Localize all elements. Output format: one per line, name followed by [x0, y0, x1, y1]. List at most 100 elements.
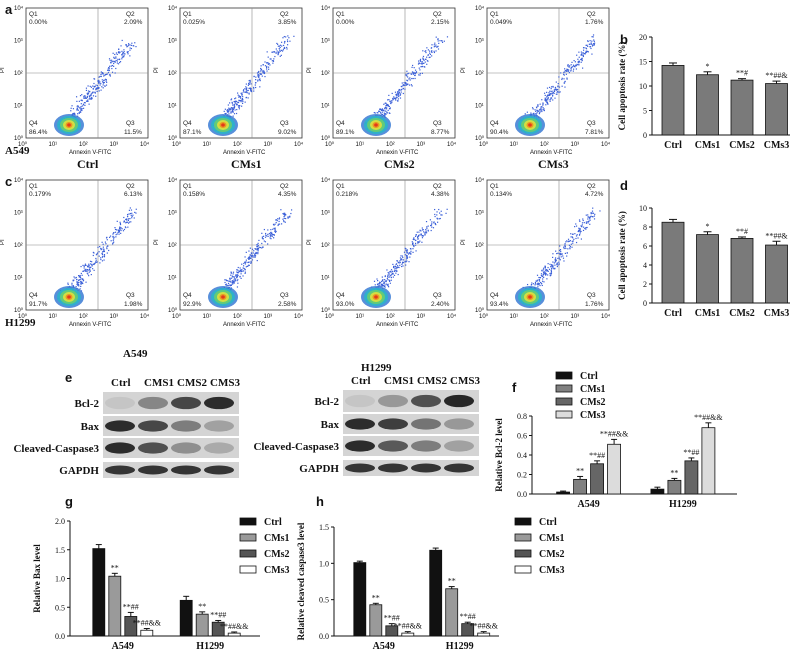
flow-event-dot [579, 227, 581, 230]
flow-event-dot [237, 105, 239, 107]
flow-event-dot [265, 68, 268, 70]
significance-label: **##&& [469, 622, 498, 631]
flow-event-dot [121, 228, 123, 230]
q4-value: 92.9% [183, 301, 202, 308]
flow-event-dot [233, 107, 235, 109]
flow-event-dot [119, 223, 122, 226]
flow-event-dot [544, 270, 547, 272]
flow-event-dot [437, 221, 439, 223]
flow-event-dot [235, 97, 237, 99]
flow-event-dot [129, 218, 131, 220]
flow-event-dot [543, 276, 545, 278]
flow-event-dot [108, 66, 110, 69]
flow-event-dot [89, 90, 91, 93]
flow-event-dot [117, 231, 119, 234]
flow-event-dot [284, 221, 286, 223]
flow-event-dot [85, 268, 87, 270]
flow-event-dot [112, 242, 114, 244]
flow-event-dot [266, 235, 268, 237]
flow-event-dot [82, 107, 85, 109]
flow-event-dot [412, 77, 414, 80]
flow-event-dot [85, 270, 87, 272]
flow-event-dot [98, 76, 100, 78]
flow-event-dot [284, 40, 286, 43]
flow-event-dot [83, 267, 85, 269]
legend-label: CMs2 [539, 549, 565, 560]
flow-event-dot [260, 73, 262, 76]
flow-event-dot [123, 49, 125, 51]
legend-label: CMs2 [580, 397, 606, 408]
x-tick-label: 10⁰ [479, 313, 489, 320]
flow-event-dot [76, 279, 78, 281]
flow-event-dot [571, 240, 573, 242]
flow-event-dot [582, 229, 585, 232]
flow-event-dot [231, 111, 233, 113]
flow-event-dot [243, 267, 245, 270]
flow-event-dot [77, 281, 79, 283]
flow-event-dot [73, 276, 75, 278]
flow-event-dot [256, 249, 258, 251]
flow-event-dot [279, 49, 281, 51]
y-tick-label: 0.0 [55, 632, 65, 641]
flow-event-dot [239, 267, 241, 269]
flow-event-dot [571, 233, 574, 235]
flow-event-dot [101, 73, 103, 75]
flow-event-dot [89, 260, 92, 262]
flow-event-dot [257, 80, 259, 82]
bar [684, 460, 699, 495]
flow-event-dot [536, 274, 539, 276]
flow-event-dot [128, 209, 131, 211]
flow-event-dot [135, 208, 137, 210]
x-tick-label: CMs1 [695, 140, 721, 151]
flow-event-dot [589, 219, 591, 221]
flow-event-dot [562, 73, 565, 75]
flow-event-dot [235, 274, 238, 276]
flow-event-dot [237, 269, 239, 271]
bar [477, 632, 491, 637]
flow-event-dot [376, 278, 378, 280]
legend-swatch [239, 533, 257, 542]
flow-event-dot [259, 79, 261, 81]
flow-event-dot [237, 272, 240, 274]
flow-event-dot [244, 261, 246, 263]
flow-event-dot [561, 85, 563, 87]
flow-event-dot [131, 42, 133, 44]
blot-protein-label: Bax [321, 419, 340, 431]
flow-event-dot [577, 230, 579, 233]
flow-event-dot [101, 251, 104, 253]
flow-event-dot [239, 269, 242, 271]
flow-event-dot [102, 82, 105, 84]
flow-event-dot [381, 280, 383, 283]
flow-event-dot [545, 100, 547, 102]
blot-band [138, 442, 168, 454]
flow-event-dot [559, 253, 561, 255]
flow-event-dot [541, 284, 543, 287]
flow-event-dot [86, 272, 88, 274]
flow-event-dot [105, 80, 107, 82]
flow-event-dot [80, 265, 82, 268]
flow-event-dot [112, 233, 114, 235]
flow-event-dot [566, 240, 568, 242]
flow-event-dot [91, 261, 93, 263]
flow-event-dot [530, 284, 532, 286]
y-tick-label: 10⁴ [168, 5, 178, 12]
flow-event-dot [256, 244, 259, 246]
x-tick-label: 10² [79, 314, 88, 320]
flow-event-dot [240, 271, 242, 273]
flow-event-dot [83, 96, 85, 98]
q2-value: 4.35% [278, 191, 297, 198]
flow-event-dot [96, 261, 98, 263]
flow-event-dot [406, 256, 409, 258]
flow-event-dot [232, 281, 234, 283]
x-tick-label: 10⁴ [294, 141, 304, 148]
flow-event-dot [90, 273, 92, 276]
flow-event-dot [576, 234, 578, 236]
flow-event-dot [434, 215, 436, 218]
flow-event-dot [257, 253, 259, 255]
flow-event-dot [406, 250, 408, 252]
x-tick-label: A549 [577, 499, 599, 510]
flow-event-dot [424, 50, 426, 52]
flow-event-dot [127, 45, 129, 47]
flow-event-dot [566, 68, 569, 71]
flow-event-dot [411, 85, 413, 87]
